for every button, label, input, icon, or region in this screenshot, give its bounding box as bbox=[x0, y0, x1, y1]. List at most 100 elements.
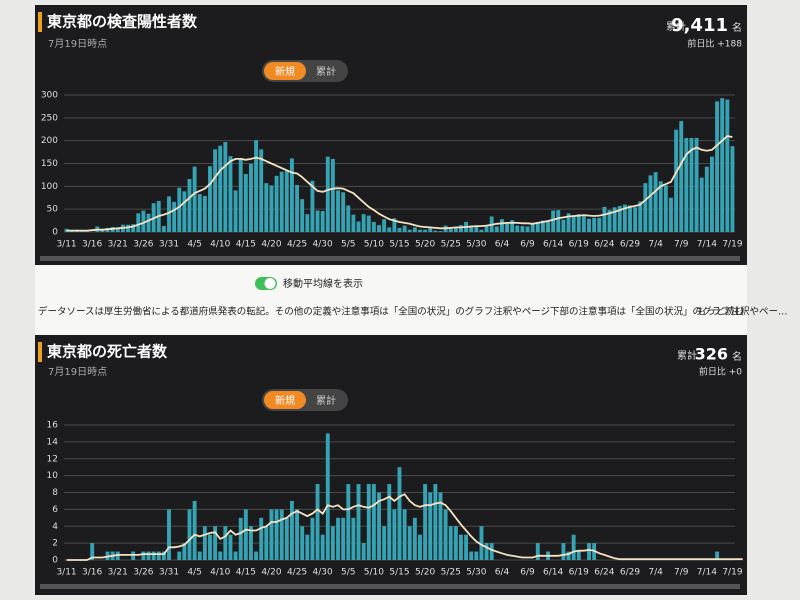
bar bbox=[141, 210, 146, 232]
bar bbox=[587, 543, 591, 560]
toggle-label[interactable]: 新規 bbox=[275, 394, 295, 407]
bar bbox=[407, 526, 412, 560]
bar bbox=[581, 216, 586, 232]
x-tick-label: 5/15 bbox=[389, 568, 409, 578]
bar bbox=[433, 230, 438, 232]
bar bbox=[540, 220, 545, 232]
moving-average-line bbox=[66, 135, 733, 232]
bar bbox=[320, 534, 325, 560]
bar bbox=[402, 509, 407, 560]
more-link[interactable]: もっと読む bbox=[696, 306, 744, 318]
y-tick-label: 14 bbox=[47, 437, 59, 447]
bar bbox=[284, 517, 289, 560]
y-tick-label: 50 bbox=[47, 205, 59, 215]
bar bbox=[474, 226, 479, 232]
y-tick-label: 12 bbox=[47, 454, 58, 464]
bar bbox=[289, 158, 294, 232]
x-tick-label: 6/29 bbox=[620, 568, 640, 578]
toggle-label[interactable]: 累計 bbox=[316, 65, 336, 78]
bar bbox=[663, 185, 668, 232]
bar bbox=[366, 484, 371, 560]
total-value: 326 bbox=[695, 345, 728, 364]
bar bbox=[325, 433, 330, 560]
y-tick-label: 16 bbox=[47, 421, 59, 431]
switch-knob[interactable] bbox=[264, 278, 276, 289]
bar bbox=[576, 551, 581, 560]
bar bbox=[392, 218, 397, 232]
toggle-button[interactable] bbox=[264, 391, 306, 409]
bar bbox=[259, 517, 264, 560]
x-tick-label: 4/30 bbox=[313, 568, 333, 578]
bar bbox=[622, 204, 627, 232]
bar bbox=[254, 551, 259, 560]
bar bbox=[146, 213, 151, 232]
bar bbox=[602, 206, 607, 232]
bar bbox=[515, 225, 520, 232]
bar bbox=[161, 551, 166, 560]
bar bbox=[587, 218, 591, 232]
x-tick-label: 6/29 bbox=[620, 240, 640, 250]
bar bbox=[346, 205, 351, 232]
bar bbox=[79, 231, 84, 232]
bar bbox=[146, 551, 151, 560]
source-note: データソースは厚生労働省による都道府県発表の転記。その他の定義や注意事項は「全国… bbox=[38, 306, 788, 318]
bar bbox=[699, 177, 704, 232]
bar bbox=[371, 221, 376, 232]
x-tick-label: 4/15 bbox=[236, 240, 256, 250]
bar bbox=[90, 543, 95, 560]
bar bbox=[213, 526, 218, 560]
bar bbox=[566, 551, 571, 560]
bar bbox=[167, 509, 171, 560]
middle-strip bbox=[35, 265, 747, 335]
bar bbox=[259, 149, 264, 232]
bar bbox=[274, 509, 279, 560]
bar bbox=[295, 184, 300, 232]
bar bbox=[310, 180, 315, 232]
bar bbox=[310, 517, 315, 560]
bar bbox=[126, 224, 130, 232]
bar bbox=[243, 509, 248, 560]
bar bbox=[438, 492, 443, 560]
bar bbox=[377, 492, 381, 560]
chart-subtitle: 7月19日時点 bbox=[48, 38, 107, 50]
bar bbox=[351, 517, 356, 560]
total-label: 累計 bbox=[677, 349, 697, 362]
bar bbox=[289, 500, 294, 560]
scrollbar[interactable] bbox=[40, 584, 740, 589]
bar bbox=[710, 156, 714, 232]
bar bbox=[336, 190, 340, 232]
bar bbox=[279, 509, 284, 560]
toggle-button[interactable] bbox=[264, 62, 306, 80]
x-tick-label: 6/14 bbox=[543, 240, 563, 250]
bar bbox=[264, 526, 269, 560]
y-tick-label: 6 bbox=[52, 505, 58, 515]
bar bbox=[525, 226, 530, 232]
x-tick-label: 3/11 bbox=[56, 240, 76, 250]
total-label: 累計 bbox=[666, 20, 686, 33]
x-tick-label: 7/9 bbox=[674, 240, 689, 250]
x-tick-label: 4/10 bbox=[210, 240, 230, 250]
bar bbox=[177, 187, 182, 232]
bar bbox=[653, 172, 658, 232]
toggle-label[interactable]: 新規 bbox=[275, 65, 295, 78]
toggle-label[interactable]: 累計 bbox=[316, 394, 336, 407]
bar bbox=[571, 534, 576, 560]
switch-label: 移動平均線を表示 bbox=[283, 277, 363, 290]
x-tick-label: 7/14 bbox=[697, 240, 717, 250]
y-tick-label: 0 bbox=[52, 556, 58, 566]
bar bbox=[597, 217, 602, 232]
bar bbox=[402, 225, 407, 232]
bar bbox=[484, 226, 489, 232]
x-tick-label: 3/21 bbox=[108, 240, 128, 250]
bar bbox=[377, 225, 381, 232]
x-tick-label: 7/9 bbox=[674, 568, 689, 578]
bar bbox=[330, 158, 335, 232]
bar bbox=[161, 226, 166, 232]
bar bbox=[658, 181, 663, 232]
bar bbox=[689, 137, 694, 232]
bar bbox=[341, 517, 346, 560]
scrollbar[interactable] bbox=[40, 256, 740, 261]
bar bbox=[612, 207, 617, 232]
bar bbox=[453, 227, 458, 232]
bar bbox=[305, 534, 310, 560]
